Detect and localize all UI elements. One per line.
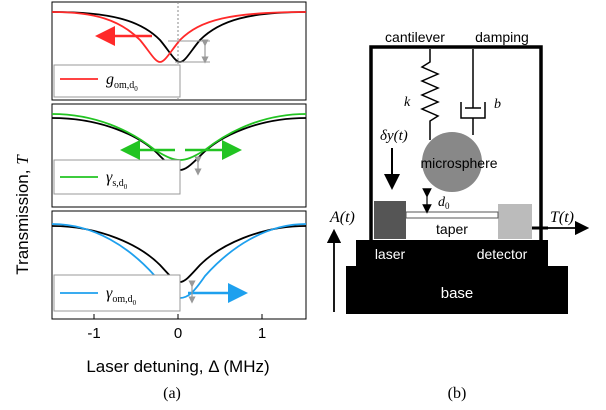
taper-fiber (405, 211, 499, 219)
panel-b: base laser detector taper cantilever dam… (326, 29, 590, 402)
y-axis-label: Transmission, T (13, 154, 32, 275)
x-tick-label-1: 1 (258, 325, 266, 342)
damping-label: damping (475, 29, 529, 45)
curve-reference-1 (51, 11, 307, 63)
microsphere (422, 132, 482, 192)
legend-label-3: γom,d0 (106, 285, 137, 307)
panel-a-caption: (a) (163, 385, 181, 402)
base-label: base (441, 285, 474, 302)
x-tick-label-0: 0 (174, 325, 182, 342)
curve-reference-3 (51, 225, 307, 283)
laser-label: laser (375, 246, 406, 262)
displacement-label: δy(t) (380, 128, 408, 144)
laser-box (374, 201, 406, 239)
detector-label: detector (477, 246, 528, 262)
gap-label: d0 (438, 195, 450, 211)
output-transmission-label: T(t) (550, 209, 574, 226)
panel-b-caption: (b) (448, 385, 467, 402)
subplot-2-frame (51, 103, 307, 208)
curve-g-om (51, 11, 307, 63)
subplot-1-frame (51, 1, 307, 101)
subplot-3-frame (51, 210, 307, 320)
support-frame (369, 45, 543, 240)
legend-box-1 (53, 64, 181, 98)
spring-k (420, 49, 440, 140)
damping-coefficient-label: b (494, 97, 501, 112)
x-axis-label: Laser detuning, Δ (MHz) (86, 357, 269, 376)
detector-box (498, 204, 532, 239)
microsphere-label: microsphere (420, 155, 497, 171)
base-block (346, 266, 568, 314)
x-tick-label-neg1: -1 (87, 325, 100, 342)
taper-label: taper (436, 221, 468, 237)
legend-label-1: gom,d0 (106, 71, 138, 93)
cantilever-label: cantilever (385, 29, 445, 45)
panel-a: Transmission, T gom,d0 γs,d0 (13, 1, 307, 402)
input-amplitude-label: A(t) (329, 209, 355, 226)
legend-label-2: γs,d0 (106, 169, 128, 191)
spring-constant-label: k (404, 95, 411, 110)
stage-block (356, 240, 548, 266)
